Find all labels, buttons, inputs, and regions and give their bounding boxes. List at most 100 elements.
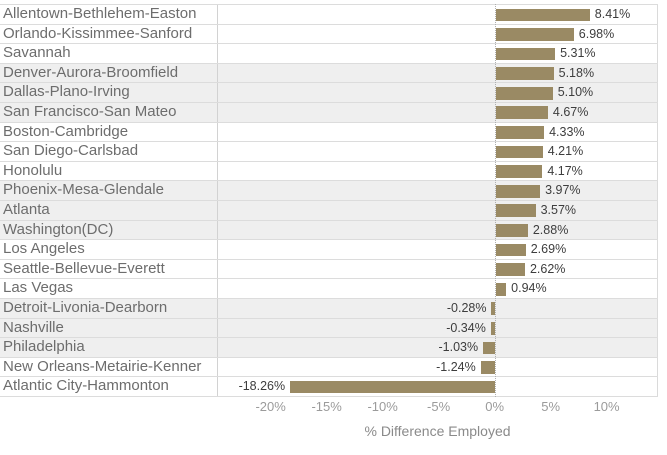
- row-plot-cell: 6.98%: [218, 24, 658, 44]
- row-plot-cell: 3.97%: [218, 181, 658, 200]
- row-plot-cell: 4.17%: [218, 161, 658, 181]
- row-plot-cell: -1.03%: [218, 338, 658, 357]
- chart-row: Detroit-Livonia-Dearborn -0.28%: [0, 298, 658, 319]
- value-label: -18.26%: [238, 379, 286, 394]
- row-plot-cell: -0.28%: [218, 298, 658, 318]
- value-label: -0.34%: [446, 320, 486, 335]
- value-label: 2.62%: [529, 261, 566, 276]
- category-label: Philadelphia: [0, 338, 218, 357]
- x-tick-label: 5%: [541, 399, 561, 414]
- chart-row: New Orleans-Metairie-Kenner -1.24%: [0, 357, 658, 378]
- value-label: 5.18%: [558, 65, 595, 80]
- chart-row: Phoenix-Mesa-Glendale 3.97%: [0, 181, 658, 201]
- bar: [495, 184, 541, 198]
- row-plot-cell: 4.67%: [218, 102, 658, 122]
- category-label: Savannah: [0, 44, 218, 63]
- value-label: 4.67%: [552, 104, 589, 119]
- bar: [483, 341, 495, 355]
- value-label: -1.03%: [438, 340, 479, 355]
- chart-row: Las Vegas 0.94%: [0, 279, 658, 299]
- chart-row: Washington(DC) 2.88%: [0, 220, 658, 241]
- value-label: 6.98%: [578, 26, 615, 41]
- bar: [495, 86, 553, 100]
- bar: [495, 282, 507, 296]
- chart-row: San Diego-Carlsbad 4.21%: [0, 142, 658, 162]
- value-label: 5.31%: [560, 46, 596, 61]
- row-plot-cell: 5.10%: [218, 83, 658, 102]
- bar: [495, 263, 525, 276]
- bar: [495, 204, 536, 218]
- value-label: 8.41%: [594, 7, 631, 21]
- row-plot-cell: 5.18%: [218, 63, 658, 83]
- chart-row: Atlantic City-Hammonton -18.26%: [0, 377, 658, 397]
- category-label: Boston-Cambridge: [0, 122, 218, 142]
- row-plot-cell: 4.21%: [218, 142, 658, 161]
- chart-row: Boston-Cambridge 4.33%: [0, 122, 658, 143]
- x-axis-title: % Difference Employed: [364, 423, 511, 439]
- bar: [495, 145, 543, 159]
- value-label: 4.17%: [547, 163, 583, 178]
- x-tick-label: 10%: [593, 399, 620, 414]
- row-plot-cell: 0.94%: [218, 279, 658, 298]
- category-label: San Francisco-San Mateo: [0, 102, 218, 122]
- row-plot-cell: 2.62%: [218, 259, 658, 279]
- bar: [495, 8, 590, 22]
- value-label: 3.97%: [545, 183, 581, 198]
- x-tick-label: -20%: [255, 399, 286, 414]
- chart-row: Orlando-Kissimmee-Sanford 6.98%: [0, 24, 658, 45]
- bar: [495, 47, 556, 61]
- chart-row: Dallas-Plano-Irving 5.10%: [0, 83, 658, 103]
- category-label: Atlantic City-Hammonton: [0, 377, 218, 396]
- value-label: 2.88%: [532, 222, 569, 237]
- row-plot-cell: 4.33%: [218, 122, 658, 142]
- category-label: Detroit-Livonia-Dearborn: [0, 298, 218, 318]
- value-label: 2.69%: [530, 242, 567, 257]
- chart-row: Philadelphia -1.03%: [0, 338, 658, 358]
- bar: [495, 126, 545, 139]
- x-tick-label: 0%: [485, 399, 505, 414]
- chart-row: Los Angeles 2.69%: [0, 240, 658, 260]
- bar: [490, 322, 495, 335]
- category-label: Nashville: [0, 318, 218, 338]
- value-label: -0.28%: [446, 300, 487, 315]
- bar: [491, 302, 495, 316]
- value-label: 4.21%: [547, 144, 584, 159]
- category-label: Denver-Aurora-Broomfield: [0, 63, 218, 83]
- bar: [495, 243, 526, 257]
- category-label: Los Angeles: [0, 240, 218, 259]
- row-plot-cell: -18.26%: [218, 377, 658, 396]
- row-plot-cell: 8.41%: [218, 5, 658, 24]
- bar: [480, 361, 495, 374]
- plot-area: Allentown-Bethlehem-Easton 8.41% Orlando-K…: [0, 4, 658, 397]
- row-plot-cell: 2.88%: [218, 220, 658, 240]
- chart-row: Atlanta 3.57%: [0, 200, 658, 221]
- x-tick-label: -15%: [311, 399, 342, 414]
- chart-row: Denver-Aurora-Broomfield 5.18%: [0, 63, 658, 84]
- zero-axis-line: [494, 4, 496, 397]
- value-label: 0.94%: [511, 281, 547, 296]
- category-label: San Diego-Carlsbad: [0, 142, 218, 161]
- row-plot-cell: 3.57%: [218, 200, 658, 220]
- row-plot-cell: 5.31%: [218, 44, 658, 63]
- category-label: Dallas-Plano-Irving: [0, 83, 218, 102]
- category-label: Phoenix-Mesa-Glendale: [0, 181, 218, 200]
- value-label: 3.57%: [540, 202, 577, 217]
- bar: [495, 67, 554, 80]
- bar: [495, 224, 528, 237]
- chart-row: Seattle-Bellevue-Everett 2.62%: [0, 259, 658, 280]
- category-label: Allentown-Bethlehem-Easton: [0, 5, 218, 24]
- category-label: Atlanta: [0, 200, 218, 220]
- chart-row: Allentown-Bethlehem-Easton 8.41%: [0, 5, 658, 25]
- x-tick-label: -5%: [427, 399, 451, 414]
- row-plot-cell: -1.24%: [218, 357, 658, 377]
- value-label: 5.10%: [557, 85, 594, 100]
- chart-row: San Francisco-San Mateo 4.67%: [0, 102, 658, 123]
- category-label: Seattle-Bellevue-Everett: [0, 259, 218, 279]
- row-plot-cell: -0.34%: [218, 318, 658, 338]
- category-label: Washington(DC): [0, 220, 218, 240]
- bar: [495, 165, 543, 178]
- category-label: Las Vegas: [0, 279, 218, 298]
- bar: [495, 106, 548, 120]
- category-label: Orlando-Kissimmee-Sanford: [0, 24, 218, 44]
